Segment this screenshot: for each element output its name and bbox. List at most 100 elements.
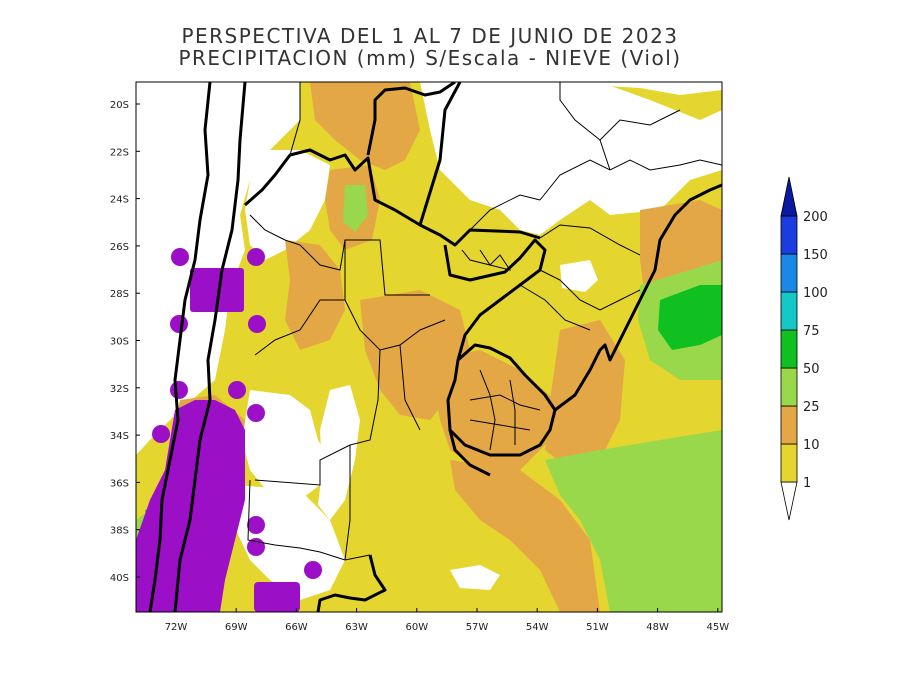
lat-tick-label: 30S [110,337,129,348]
border-coast-rio-plata [448,429,491,477]
snow-dot [247,404,265,422]
lat-tick-label: 26S [110,242,129,253]
border-coast-brazil [554,183,722,412]
lat-tick-label: 20S [110,100,129,111]
no-precip-center-west [242,390,330,500]
colorbar-segment [780,291,798,331]
lat-tick-label: 40S [110,573,129,584]
lon-tick-label: 51W [586,622,609,633]
province-border [344,299,446,351]
snow-dot [152,425,170,443]
province-border [539,224,641,256]
lat-tick-label: 28S [110,289,129,300]
colorbar-segment [780,329,798,369]
precip-10-25-coast [545,320,625,470]
lat-tick-label: 36S [110,478,129,489]
lon-tick-label: 60W [405,622,428,633]
lat-tick-label: 32S [110,384,129,395]
border-paraguay [366,82,456,156]
province-border [559,82,601,141]
province-border [539,159,722,201]
no-precip-northeast [540,82,722,95]
colorbar-segment [780,443,798,483]
no-precip-north [420,82,722,235]
no-precip-patch-ne [570,160,605,188]
border-brazil [418,82,462,226]
province-border [479,369,496,451]
map-area [136,82,722,612]
province-borders [247,82,722,561]
snow-area-andes-north [190,268,244,312]
snow-dot [247,248,265,266]
border-uruguay [446,343,557,457]
province-border [539,269,641,311]
border-coast-argentina [316,554,387,612]
colorbar-label: 1 [803,476,811,491]
lon-tick-label: 63W [345,622,368,633]
lon-tick-label: 45W [706,622,729,633]
border-chile-argentina [148,82,212,612]
no-precip-patch-south [450,565,500,590]
lat-tick-label: 38S [110,526,129,537]
province-border [509,379,516,445]
lon-tick-label: 69W [225,622,248,633]
colorbar-label: 50 [803,362,820,377]
province-border [469,419,531,431]
province-border [254,240,346,356]
no-precip-center [318,385,360,520]
province-border [469,194,541,231]
map-frame [135,81,723,613]
map-title-line-2: PRECIPITACION (mm) S/Escala - NIEVE (Vio… [178,46,682,70]
precip-25-50-chaco [343,185,368,232]
lon-tick-label: 48W [646,622,669,633]
precip-25-50-south-atlantic [545,430,722,612]
snow-dot [170,315,188,333]
province-border [254,444,351,486]
snow-dot [304,561,322,579]
snow-area-south-patch [254,582,300,612]
snow-dot [228,381,246,399]
colorbar-label: 150 [803,248,828,263]
lon-tick-label: 54W [526,622,549,633]
colorbar-label: 25 [803,400,820,415]
precipitation-colorbar: 1 10 25 50 75 100 150 200 [780,176,828,521]
province-border [249,214,301,246]
snow-dot [248,315,266,333]
lon-tick-label: 57W [466,622,489,633]
snow-dot [247,516,265,534]
colorbar-segment [780,253,798,293]
province-border [289,82,301,156]
no-precip-patch-east [560,260,598,292]
precip-10-25-south [450,460,600,612]
province-border [469,394,541,411]
border-chile-argentina-east [173,82,247,612]
snow-dot [171,248,189,266]
lon-tick-label: 72W [165,622,188,633]
no-precip-nw [245,150,330,260]
colorbar-label: 100 [803,286,828,301]
latitude-axis: 20S 22S 24S 26S 28S 30S 32S 34S 36S 38S 40S [110,100,140,584]
colorbar-segment [780,367,798,407]
national-borders [148,82,722,612]
colorbar-label: 10 [803,438,820,453]
colorbar-segment-above-200 [780,176,798,217]
lat-tick-label: 34S [110,431,129,442]
snow-dot [170,381,188,399]
province-border [599,109,681,171]
lon-tick-label: 66W [285,622,308,633]
precip-50-75-east [658,285,722,350]
border-paraguay-south [443,238,547,361]
colorbar-segment [780,405,798,445]
province-border [399,344,421,431]
colorbar-segment [780,215,798,255]
longitude-axis: 72W 69W 66W 63W 60W 57W 54W 51W 48W 45W [165,608,729,633]
colorbar-segment-below-1 [780,481,798,521]
province-border [519,284,591,331]
province-border [461,249,512,271]
lat-tick-label: 24S [110,195,129,206]
border-bolivia [244,148,541,247]
colorbar-label: 200 [803,210,828,225]
map-title-line-1: PERSPECTIVA DEL 1 AL 7 DE JUNIO DE 2023 [181,24,679,48]
lat-tick-label: 22S [110,147,129,158]
colorbar-label: 75 [803,324,820,339]
